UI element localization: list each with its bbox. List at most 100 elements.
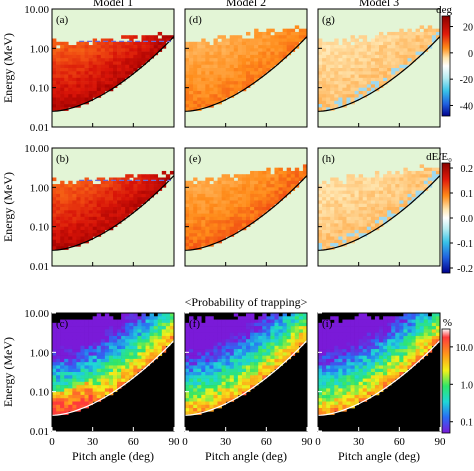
heatmap-cell: [145, 35, 150, 39]
heatmap-cell: [197, 398, 202, 402]
heatmap-cell: [330, 243, 335, 247]
heatmap-cell: [338, 339, 343, 343]
heatmap-cell: [137, 203, 142, 208]
heatmap-cell: [350, 197, 355, 201]
heatmap-cell: [129, 368, 134, 373]
heatmap-cell: [258, 368, 263, 373]
heatmap-cell: [217, 48, 222, 52]
heatmap-cell: [80, 45, 85, 49]
heatmap-cell: [403, 184, 408, 188]
heatmap-cell: [286, 51, 292, 56]
heatmap-cell: [189, 100, 194, 105]
heatmap-cell: [193, 223, 198, 227]
heatmap-cell: [68, 223, 73, 227]
heatmap-cell: [76, 352, 81, 356]
heatmap-cell: [387, 58, 392, 62]
heatmap-cell: [383, 207, 388, 211]
heatmap-cell: [113, 184, 118, 188]
heatmap-cell: [76, 355, 81, 360]
heatmap-cell: [354, 84, 359, 88]
heatmap-cell: [137, 200, 142, 205]
heatmap-cell: [129, 313, 134, 317]
heatmap-cell: [262, 358, 267, 363]
heatmap-cell: [330, 58, 335, 62]
heatmap-cell: [104, 345, 110, 350]
heatmap-cell: [258, 74, 263, 79]
heatmap-cell: [322, 239, 327, 244]
heatmap-cell: [201, 84, 206, 88]
heatmap-cell: [233, 326, 239, 330]
heatmap-cell: [92, 187, 98, 191]
heatmap-cell: [205, 362, 210, 366]
heatmap-cell: [52, 236, 57, 241]
heatmap-cell: [294, 170, 300, 175]
heatmap-cell: [354, 177, 359, 182]
heatmap-cell: [108, 197, 114, 201]
heatmap-cell: [121, 365, 126, 370]
heatmap-cell: [383, 190, 388, 195]
heatmap-cell: [76, 229, 81, 234]
heatmap-cell: [201, 375, 206, 379]
heatmap-cell: [229, 223, 235, 227]
y-tick-label: 0.01: [30, 426, 49, 438]
heatmap-cell: [113, 193, 118, 198]
heatmap-cell: [193, 97, 198, 102]
heatmap-cell: [225, 355, 231, 360]
heatmap-cell: [246, 322, 251, 327]
heatmap-cell: [391, 64, 396, 69]
heatmap-cell: [145, 352, 150, 356]
heatmap-cell: [209, 226, 214, 231]
heatmap-cell: [399, 365, 404, 370]
heatmap-cell: [346, 339, 351, 343]
heatmap-cell: [201, 401, 206, 406]
heatmap-cell: [302, 329, 308, 333]
heatmap-cell: [201, 200, 206, 205]
heatmap-cell: [262, 51, 267, 56]
heatmap-cell: [76, 54, 81, 59]
heatmap-cell: [326, 391, 331, 396]
heatmap-cell: [213, 77, 218, 82]
heatmap-cell: [270, 174, 275, 178]
heatmap-cell: [161, 322, 167, 327]
heatmap-cell: [435, 313, 441, 317]
heatmap-cell: [318, 381, 323, 386]
heatmap-cell: [68, 398, 73, 402]
heatmap-cell: [145, 362, 150, 366]
heatmap-cell: [68, 365, 73, 370]
heatmap-cell: [221, 35, 226, 39]
heatmap-cell: [153, 329, 159, 333]
heatmap-cell: [197, 74, 202, 79]
heatmap-cell: [350, 210, 355, 214]
heatmap-cell: [415, 41, 420, 46]
heatmap-cell: [84, 203, 89, 208]
heatmap-cell: [193, 187, 198, 191]
heatmap-cell: [60, 233, 65, 237]
heatmap-cell: [201, 203, 206, 208]
heatmap-cell: [286, 322, 292, 327]
heatmap-cell: [137, 187, 142, 191]
heatmap-cell: [379, 51, 384, 56]
heatmap-cell: [358, 372, 364, 376]
heatmap-cell: [197, 58, 202, 62]
heatmap-cell: [241, 200, 247, 205]
heatmap-cell: [254, 58, 259, 62]
heatmap-cell: [403, 58, 408, 62]
heatmap-cell: [56, 216, 61, 221]
heatmap-cell: [342, 335, 347, 340]
heatmap-cell: [366, 41, 372, 46]
heatmap-cell: [96, 58, 102, 62]
heatmap-cell: [141, 184, 146, 188]
heatmap-cell: [92, 74, 98, 79]
heatmap-cell: [266, 352, 271, 356]
heatmap-cell: [229, 187, 235, 191]
heatmap-cell: [286, 35, 292, 39]
heatmap-cell: [250, 170, 255, 175]
heatmap-cell: [250, 203, 255, 208]
heatmap-cell: [379, 77, 384, 82]
heatmap-cell: [56, 210, 61, 214]
heatmap-cell: [153, 180, 159, 185]
heatmap-cell: [129, 58, 134, 62]
heatmap-cell: [370, 381, 376, 386]
heatmap-cell: [92, 216, 98, 221]
heatmap-cell: [221, 184, 226, 188]
